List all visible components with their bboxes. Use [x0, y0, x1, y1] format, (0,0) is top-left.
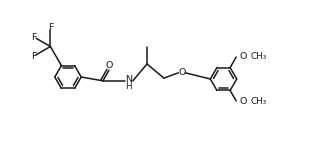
Text: F: F: [31, 33, 37, 41]
Text: O: O: [106, 61, 113, 70]
Text: F: F: [48, 23, 53, 32]
Text: F: F: [31, 52, 37, 61]
Text: O: O: [239, 97, 246, 106]
Text: H: H: [126, 82, 132, 91]
Text: O: O: [179, 68, 186, 77]
Text: CH₃: CH₃: [250, 52, 266, 61]
Text: CH₃: CH₃: [250, 97, 266, 106]
Text: O: O: [239, 52, 246, 61]
Text: N: N: [126, 75, 132, 84]
